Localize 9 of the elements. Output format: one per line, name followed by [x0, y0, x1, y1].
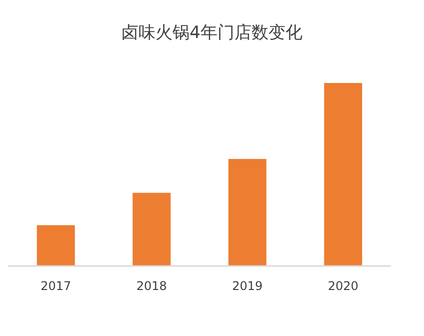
bar: [132, 192, 171, 266]
x-tick-label: 2019: [232, 279, 263, 293]
x-tick-label: 2020: [328, 279, 358, 293]
x-tick-label: 2017: [40, 279, 72, 293]
bar: [324, 83, 362, 266]
bar: [228, 158, 266, 266]
bar: [36, 225, 75, 266]
chart-title: 卤味火锅4年门店数变化: [122, 23, 302, 43]
x-tick-label: 2018: [136, 279, 167, 293]
